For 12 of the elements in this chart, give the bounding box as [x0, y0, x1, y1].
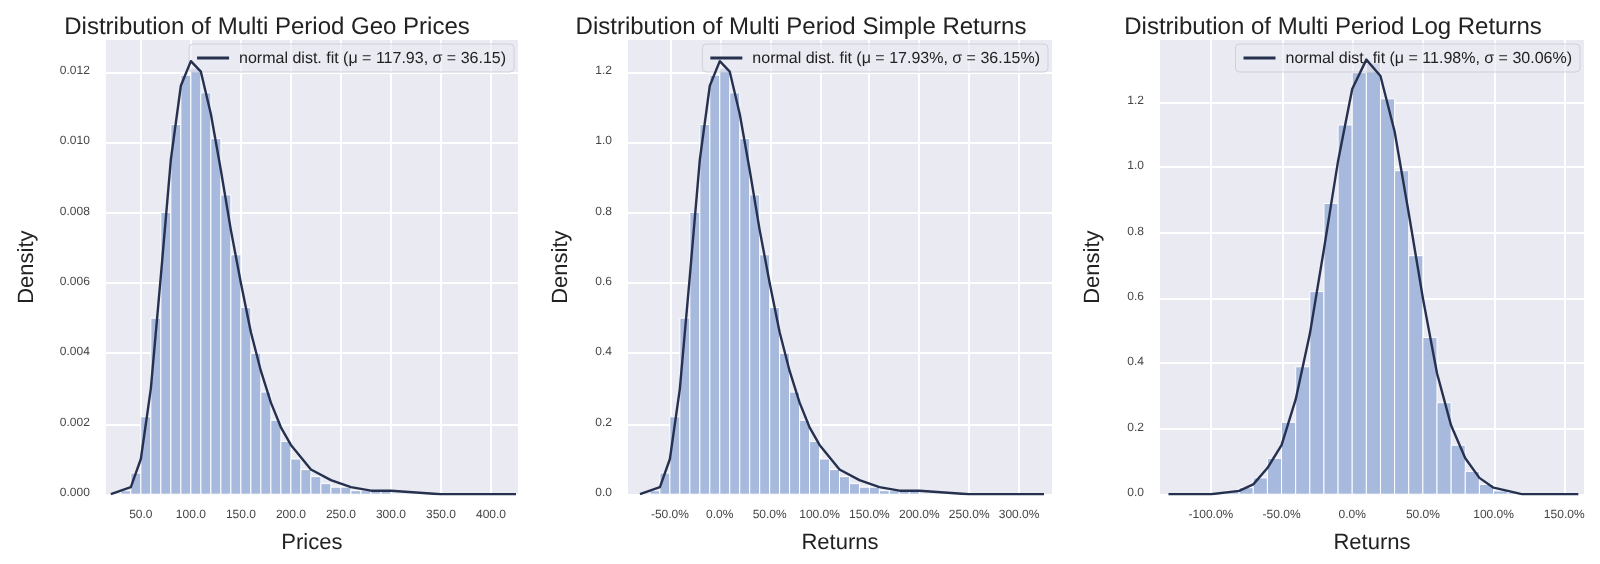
y-axis-title: Density [548, 229, 573, 304]
y-axis-title: Density [1081, 229, 1106, 304]
x-axis-title: Returns [800, 531, 879, 555]
legend-label: normal dist. fit (μ = 11.98%, σ = 30.06%) [1286, 49, 1574, 67]
x-axis-title: Prices [281, 531, 344, 555]
legend-label: normal dist. fit (μ = 17.93%, σ = 36.15%) [751, 49, 1040, 67]
y-axis-title: Density [15, 229, 39, 304]
chart-title: Distribution of Multi Period Simple Returns [574, 12, 1026, 40]
x-axis-title: Returns [1334, 531, 1413, 555]
chart-title: Distribution of Multi Period Geo Prices [64, 12, 470, 40]
legend-label: normal dist. fit (μ = 117.93, σ = 36.15) [239, 49, 507, 67]
chart-title: Distribution of Multi Period Log Returns [1124, 12, 1543, 40]
